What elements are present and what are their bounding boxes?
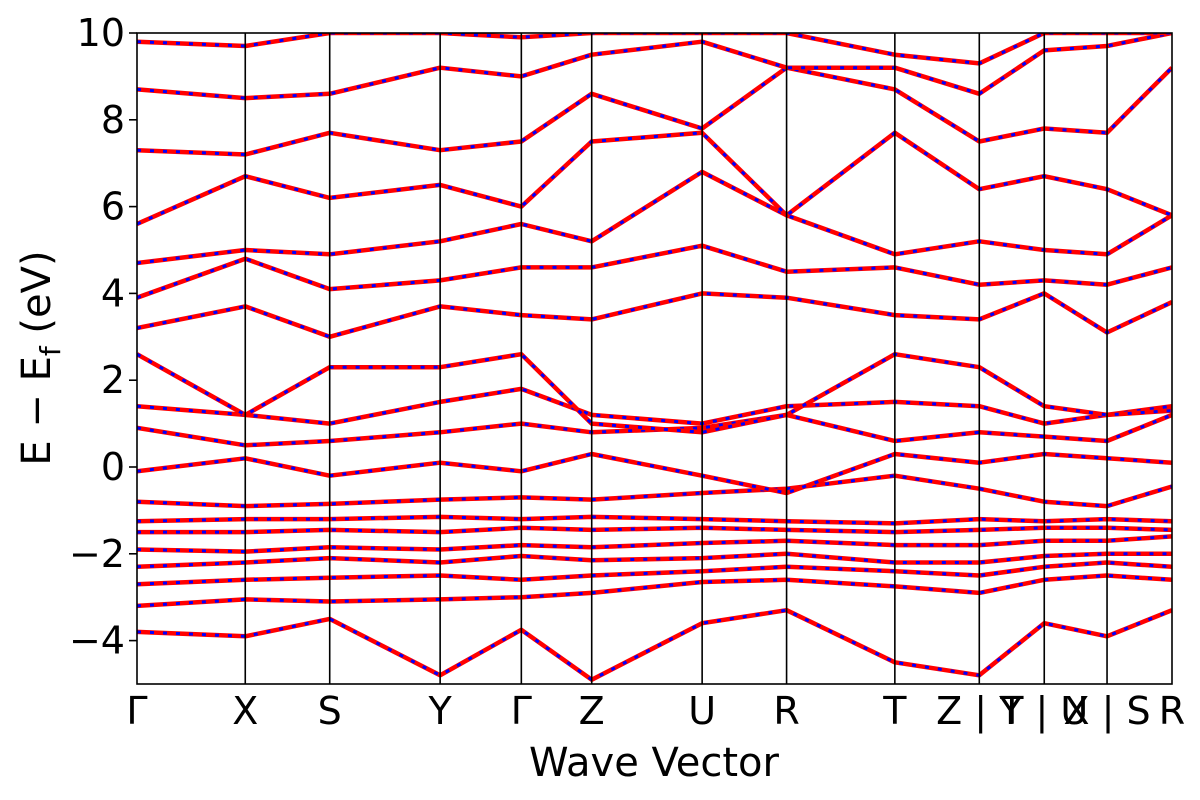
y-tick-label-4: 2 [101, 358, 125, 402]
band-18-spin-up [137, 33, 1172, 100]
x-axis-title: Wave Vector [529, 740, 780, 786]
band-3-spin-down [137, 560, 1172, 587]
x-tick-label-4: Y [428, 689, 453, 733]
band-8-spin-down [137, 473, 1172, 509]
x-tick-label-1: Γ [126, 689, 147, 733]
x-tick-label-13: R [1159, 689, 1185, 733]
x-tick-label-5: Γ [511, 689, 532, 733]
band-17-spin-up [137, 66, 1172, 157]
band-6-spin-down [137, 525, 1172, 535]
y-axis-title: E − Ef (eV) [14, 250, 67, 465]
x-tick-label-8: R [773, 689, 799, 733]
y-tick-label-8: 10 [77, 11, 125, 55]
y-axis-ticks: −4 −2 0 2 4 6 8 10 [69, 11, 137, 663]
y-tick-label-2: −2 [69, 532, 125, 576]
band-9-spin-down [137, 451, 1172, 496]
x-tick-label-2: X [232, 689, 258, 733]
y-axis-title-subscript: f [34, 345, 67, 356]
x-tick-label-7: U [688, 689, 716, 733]
y-axis-title-suffix: (eV) [14, 250, 60, 346]
band-16-spin-up [137, 130, 1172, 226]
x-tick-label-6: Z [579, 689, 605, 733]
y-axis-title-prefix: E − E [14, 356, 60, 466]
band-15-spin-up [137, 170, 1172, 265]
kpoint-dividers [244, 33, 1108, 684]
band-7-spin-down [137, 514, 1172, 526]
band-18-spin-down [137, 33, 1172, 101]
x-tick-label-9: T [882, 689, 907, 733]
y-tick-label-5: 4 [101, 271, 125, 315]
band-5-spin-down [137, 534, 1172, 554]
x-tick-label-12: X | S [1063, 689, 1150, 734]
plot-frame [136, 32, 1173, 685]
band-4-spin-down [137, 551, 1172, 570]
band-lines [137, 33, 1172, 682]
band-13-spin-up [137, 291, 1172, 339]
y-tick-label-3: 0 [101, 445, 125, 489]
x-tick-label-10: Z | Y [936, 689, 1023, 734]
y-tick-label-1: −4 [69, 619, 125, 663]
band-16-spin-down [137, 130, 1172, 227]
x-tick-label-3: S [318, 689, 342, 733]
x-tick-label-11: T | U [999, 689, 1088, 734]
band-1-spin-down [137, 607, 1172, 682]
band-15-spin-down [137, 169, 1172, 266]
y-tick-label-7: 8 [101, 98, 125, 142]
y-tick-label-6: 6 [101, 185, 125, 229]
band-8-spin-up [137, 474, 1172, 508]
band-11-spin-down [137, 386, 1172, 426]
band-13-spin-down [137, 291, 1172, 340]
